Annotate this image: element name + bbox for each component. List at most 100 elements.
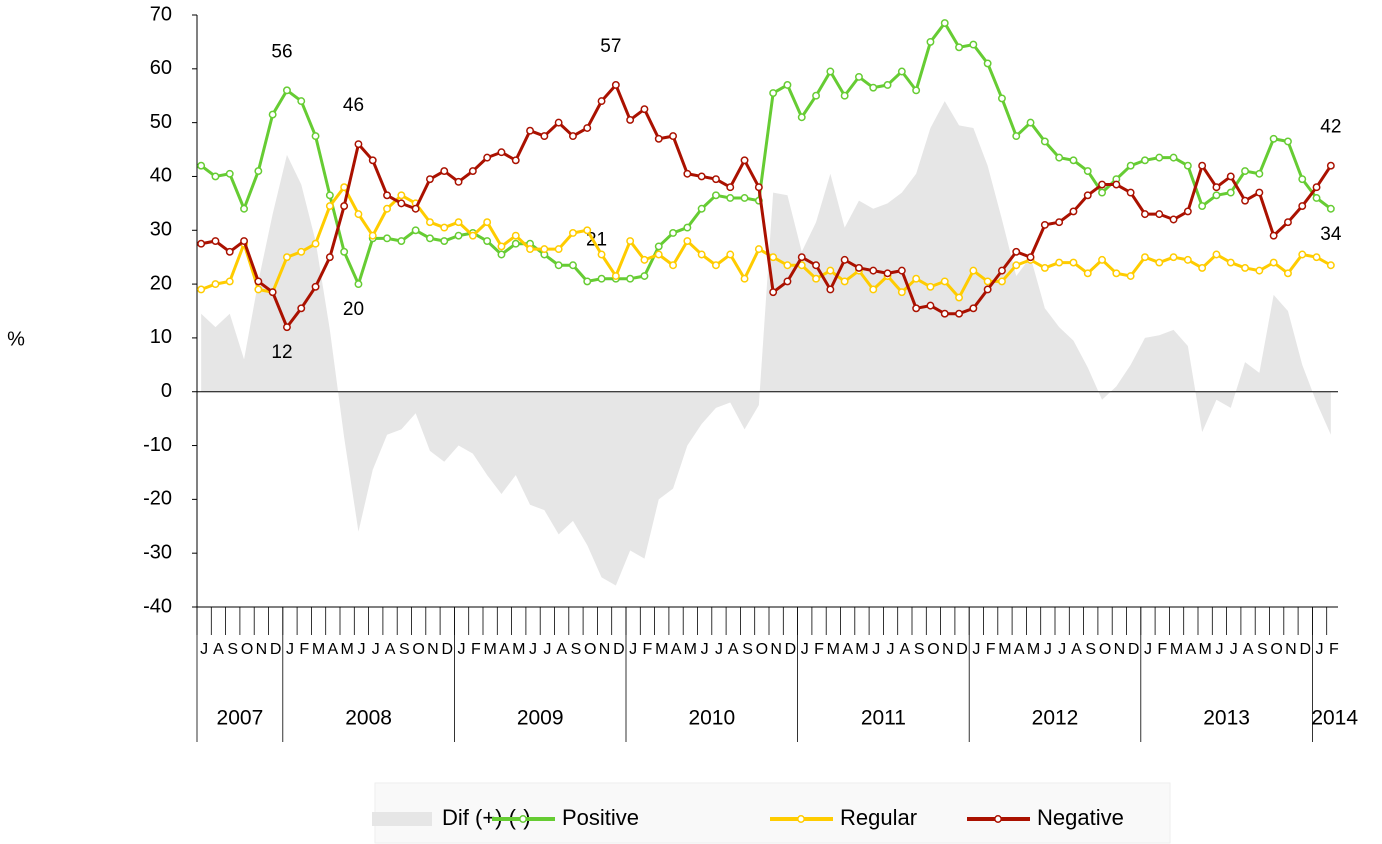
point xyxy=(1055,218,1064,227)
point xyxy=(1284,269,1292,278)
point xyxy=(1183,161,1192,170)
year-label: 2012 xyxy=(1032,707,1079,730)
point xyxy=(1112,269,1121,278)
x-tick-label: S xyxy=(1257,641,1268,658)
point xyxy=(869,266,878,275)
x-tick-label: D xyxy=(956,641,968,658)
point xyxy=(1269,231,1278,240)
point xyxy=(383,234,391,243)
point xyxy=(1241,196,1250,205)
point xyxy=(726,250,735,259)
point xyxy=(240,204,249,213)
point xyxy=(769,288,778,297)
point xyxy=(1069,156,1078,165)
point xyxy=(1126,188,1135,197)
y-tick-label: 60 xyxy=(150,57,172,79)
x-tick-label: M xyxy=(512,641,525,658)
point xyxy=(397,199,406,208)
point xyxy=(1269,258,1278,267)
point xyxy=(611,272,620,280)
point xyxy=(840,277,849,286)
point xyxy=(497,250,506,259)
y-tick-label: 20 xyxy=(150,272,172,294)
point xyxy=(969,40,978,49)
value-label: 46 xyxy=(343,95,364,116)
x-tick-label: S xyxy=(742,641,753,658)
x-tick-label: D xyxy=(270,641,282,658)
point xyxy=(740,156,749,165)
point xyxy=(254,277,263,286)
point xyxy=(669,132,677,141)
point xyxy=(869,83,878,92)
point xyxy=(812,274,820,283)
x-tick-label: F xyxy=(299,641,309,658)
point xyxy=(1212,250,1221,259)
point xyxy=(783,277,792,286)
x-tick-label: J xyxy=(1316,641,1324,658)
point xyxy=(640,255,649,264)
x-tick-label: N xyxy=(599,641,611,658)
point xyxy=(654,250,663,259)
x-tick-label: J xyxy=(1215,641,1223,658)
point xyxy=(1155,153,1164,162)
point xyxy=(669,229,677,237)
point xyxy=(283,86,291,95)
legend-marker xyxy=(797,815,805,823)
point xyxy=(912,304,921,313)
legend-label: Positive xyxy=(562,805,639,830)
x-tick-label: S xyxy=(227,641,238,658)
x-tick-label: M xyxy=(1170,641,1183,658)
point xyxy=(454,177,463,186)
year-label: 2007 xyxy=(217,707,264,730)
point xyxy=(683,169,692,178)
x-tick-label: J xyxy=(458,641,466,658)
point xyxy=(368,156,377,165)
point xyxy=(1098,188,1107,197)
x-tick-label: A xyxy=(385,641,396,658)
point xyxy=(597,250,606,259)
x-tick-label: M xyxy=(855,641,868,658)
x-tick-label: O xyxy=(1099,641,1111,658)
point xyxy=(297,247,306,256)
point xyxy=(597,274,606,283)
point xyxy=(526,126,534,135)
year-label: 2010 xyxy=(688,707,735,730)
point xyxy=(583,226,592,235)
y-tick-label: -10 xyxy=(143,434,172,456)
point xyxy=(826,266,835,275)
point xyxy=(197,161,206,170)
legend-box xyxy=(374,782,1171,844)
point xyxy=(1098,255,1107,264)
point xyxy=(583,124,592,132)
point xyxy=(754,183,763,192)
point xyxy=(468,167,477,176)
point xyxy=(583,277,592,286)
x-tick-label: M xyxy=(998,641,1011,658)
y-tick-label: -40 xyxy=(143,595,172,617)
point xyxy=(1169,153,1178,162)
point xyxy=(440,223,449,232)
x-tick-label: M xyxy=(684,641,697,658)
x-tick-label: N xyxy=(1114,641,1126,658)
x-tick-label: J xyxy=(701,641,709,658)
value-label: 57 xyxy=(600,36,621,57)
x-tick-label: J xyxy=(972,641,980,658)
point xyxy=(569,229,577,237)
point xyxy=(440,167,449,176)
x-tick-label: J xyxy=(715,641,723,658)
point xyxy=(340,247,349,256)
point xyxy=(1055,153,1064,162)
point xyxy=(554,118,563,127)
value-label: 20 xyxy=(343,299,364,320)
x-tick-label: J xyxy=(801,641,809,658)
point xyxy=(983,59,992,68)
x-tick-label: A xyxy=(328,641,339,658)
x-tick-label: N xyxy=(942,641,954,658)
point xyxy=(998,94,1006,103)
x-tick-label: J xyxy=(529,641,537,658)
point xyxy=(569,261,577,270)
point xyxy=(297,304,306,313)
x-tick-label: M xyxy=(1198,641,1211,658)
x-tick-label: F xyxy=(643,641,653,658)
point xyxy=(626,274,635,283)
